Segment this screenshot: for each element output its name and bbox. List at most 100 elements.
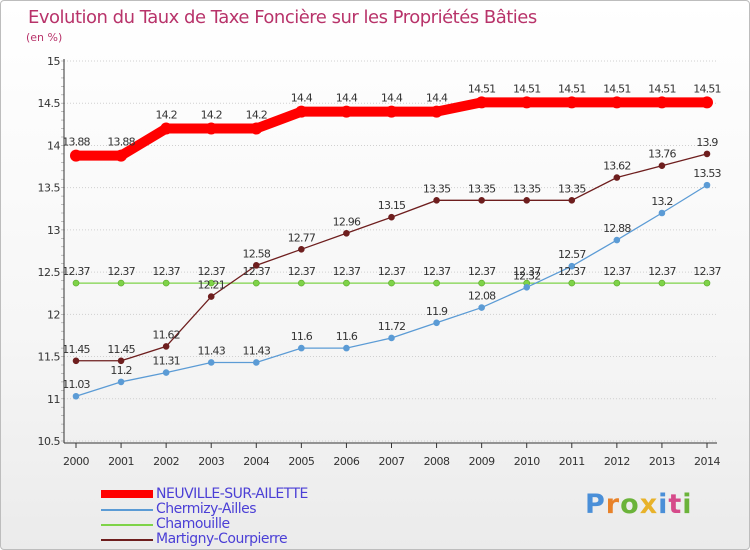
data-point bbox=[340, 105, 353, 118]
x-tick-label: 2001 bbox=[108, 455, 134, 468]
data-point bbox=[610, 96, 623, 109]
data-label: 14.4 bbox=[426, 92, 448, 105]
data-label: 12.37 bbox=[152, 265, 180, 278]
data-point bbox=[658, 209, 666, 217]
data-point bbox=[568, 279, 576, 287]
x-tick-label: 2011 bbox=[559, 455, 585, 468]
data-label: 14.51 bbox=[648, 82, 676, 95]
x-tick-label: 2014 bbox=[694, 455, 720, 468]
data-point bbox=[658, 162, 666, 170]
y-tick-label: 12.5 bbox=[38, 266, 61, 279]
data-label: 14.2 bbox=[246, 109, 267, 122]
y-tick-label: 10.5 bbox=[38, 435, 61, 448]
data-label: 14.51 bbox=[558, 82, 586, 95]
data-point bbox=[703, 150, 711, 158]
data-point bbox=[385, 105, 398, 118]
x-tick-label: 2004 bbox=[243, 455, 269, 468]
data-label: 13.35 bbox=[513, 182, 541, 195]
data-label: 13.88 bbox=[62, 136, 90, 149]
x-tick-label: 2005 bbox=[288, 455, 314, 468]
data-label: 12.37 bbox=[423, 265, 451, 278]
data-point bbox=[433, 319, 440, 327]
x-tick-label: 2008 bbox=[424, 455, 450, 468]
data-point bbox=[117, 357, 125, 365]
data-point bbox=[343, 344, 350, 352]
data-label: 12.37 bbox=[243, 265, 271, 278]
data-point bbox=[162, 279, 170, 287]
data-point bbox=[252, 262, 260, 269]
unit-label: (en %) bbox=[26, 31, 63, 44]
data-point bbox=[433, 279, 440, 287]
y-tick-label: 15 bbox=[47, 55, 60, 68]
data-point bbox=[475, 96, 488, 109]
data-label: 13.88 bbox=[107, 136, 135, 149]
proxiti-logo: Proxiti bbox=[585, 489, 693, 520]
legend-label: NEUVILLE-SUR-AILETTE bbox=[156, 486, 308, 502]
data-point bbox=[433, 197, 440, 204]
legend-swatch bbox=[101, 490, 153, 498]
data-label: 12.88 bbox=[603, 222, 631, 235]
data-label: 13.35 bbox=[423, 182, 451, 195]
data-label: 13.9 bbox=[696, 136, 718, 149]
x-tick-label: 2007 bbox=[379, 455, 405, 468]
data-label: 12.37 bbox=[107, 265, 135, 278]
data-label: 12.37 bbox=[333, 265, 361, 278]
data-label: 11.43 bbox=[197, 344, 225, 357]
legend-swatch bbox=[101, 509, 153, 511]
data-label-layer: 12.37 12.37 12.37 12.37 12.37 12.37 12.37 12.37… bbox=[62, 82, 722, 391]
data-point bbox=[478, 197, 485, 204]
data-label: 12.96 bbox=[333, 215, 361, 228]
data-label: 14.51 bbox=[468, 82, 496, 95]
data-point bbox=[568, 262, 576, 270]
y-tick-label: 14.5 bbox=[38, 97, 61, 110]
data-label: 14.51 bbox=[693, 82, 721, 95]
data-point bbox=[72, 357, 80, 365]
data-point bbox=[520, 96, 533, 109]
data-label: 13.62 bbox=[603, 160, 631, 173]
data-point bbox=[523, 284, 531, 291]
data-point bbox=[701, 96, 713, 109]
legend-label: Chermizy-Ailles bbox=[156, 501, 257, 517]
data-point bbox=[207, 279, 215, 287]
x-tick-label: 2002 bbox=[153, 455, 179, 468]
data-point bbox=[298, 246, 305, 253]
data-label: 12.37 bbox=[62, 265, 90, 278]
y-tick-label: 14 bbox=[47, 139, 60, 152]
logo-letter: o bbox=[620, 489, 640, 520]
axes: 10.5 11 11.5 12 12.5 13 13.5 14 14.5 15 2000 2001 20… bbox=[38, 55, 721, 468]
data-point bbox=[250, 122, 263, 135]
data-label: 12.08 bbox=[468, 290, 496, 303]
data-point bbox=[430, 105, 443, 118]
x-tick-label: 2010 bbox=[514, 455, 540, 468]
data-label: 12.37 bbox=[378, 265, 406, 278]
x-tick-label: 2012 bbox=[604, 455, 630, 468]
data-label: 11.43 bbox=[243, 344, 271, 357]
x-tick-label: 2003 bbox=[198, 455, 224, 468]
logo-letter: t bbox=[668, 489, 683, 520]
data-point bbox=[478, 304, 485, 311]
data-label: 11.9 bbox=[426, 305, 448, 318]
data-point bbox=[703, 181, 711, 189]
data-label: 12.37 bbox=[288, 265, 316, 278]
logo-letter: i bbox=[682, 489, 693, 520]
y-tick-label: 11.5 bbox=[38, 351, 61, 364]
data-point bbox=[388, 213, 395, 221]
data-label: 11.2 bbox=[110, 364, 131, 377]
data-point bbox=[523, 197, 531, 204]
legend-swatch bbox=[101, 524, 153, 526]
data-point bbox=[252, 279, 260, 287]
data-label: 14.4 bbox=[336, 92, 358, 105]
data-point bbox=[160, 122, 173, 135]
data-label: 12.58 bbox=[243, 247, 271, 260]
data-label: 12.77 bbox=[288, 231, 316, 244]
data-label: 13.76 bbox=[648, 148, 676, 161]
data-point bbox=[72, 392, 80, 400]
data-point bbox=[115, 149, 128, 162]
data-point bbox=[298, 344, 305, 352]
x-tick-label: 2006 bbox=[333, 455, 359, 468]
data-point bbox=[205, 122, 218, 135]
data-label: 12.37 bbox=[603, 265, 631, 278]
data-point bbox=[117, 279, 125, 287]
data-label: 12.37 bbox=[648, 265, 676, 278]
